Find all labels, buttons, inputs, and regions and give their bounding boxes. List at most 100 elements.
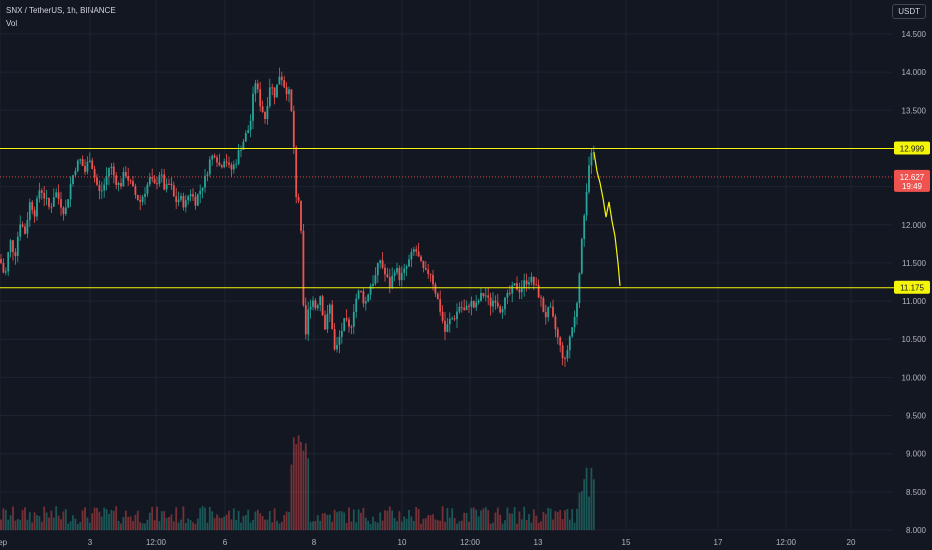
x-tick-label: 12:00 — [460, 538, 481, 547]
volume-bar — [388, 506, 391, 530]
volume-bar — [88, 522, 91, 530]
candle-body — [201, 187, 204, 191]
candle-body — [316, 305, 319, 309]
candle-body — [124, 172, 127, 177]
candle-body — [564, 358, 566, 360]
volume-bar — [312, 521, 314, 530]
volume-bar — [400, 521, 403, 530]
volume-bar — [211, 511, 214, 530]
volume-indicator-label[interactable]: Vol — [6, 19, 18, 28]
volume-bar — [410, 516, 413, 530]
candle-body — [57, 192, 60, 200]
candle-body — [386, 274, 389, 278]
candle-body — [19, 224, 22, 237]
volume-bar — [244, 515, 247, 530]
volume-bar — [441, 506, 444, 530]
candle-body — [52, 197, 55, 207]
volume-bar — [129, 516, 132, 530]
volume-bar — [38, 516, 41, 530]
candle-body — [292, 110, 295, 148]
candle-body — [568, 336, 571, 351]
volume-bar — [189, 520, 192, 530]
candle-body — [333, 329, 336, 350]
candle-body — [451, 318, 454, 320]
candle-body — [516, 283, 518, 290]
candle-body — [295, 147, 298, 198]
volume-bar — [117, 520, 120, 530]
volume-bar — [573, 522, 576, 530]
candle-body — [86, 162, 89, 172]
candle-body — [120, 183, 122, 187]
candle-body — [508, 293, 511, 295]
volume-bar — [544, 513, 547, 530]
volume-bar — [362, 507, 365, 530]
level-price-tag — [894, 141, 930, 155]
volume-bar — [472, 507, 475, 530]
candle-body — [115, 175, 118, 185]
volume-bar — [540, 521, 542, 530]
candle-body — [74, 170, 77, 176]
volume-bar — [520, 519, 523, 530]
candle-body — [26, 220, 29, 234]
volume-bar — [489, 523, 492, 530]
volume-bar — [146, 519, 149, 530]
y-tick-label: 11.500 — [902, 259, 926, 268]
candle-body — [338, 337, 341, 345]
volume-bar — [364, 517, 367, 530]
candle-body — [434, 284, 437, 294]
candle-body — [556, 329, 559, 338]
y-tick-label: 8.000 — [906, 526, 927, 535]
candle-body — [417, 251, 420, 257]
candle-body — [194, 196, 197, 206]
candle-body — [360, 290, 362, 292]
candle-body — [48, 197, 50, 207]
volume-bar — [309, 521, 312, 530]
candle-body — [103, 184, 106, 191]
candle-body — [436, 293, 439, 300]
candle-body — [36, 198, 38, 217]
candle-body — [288, 89, 290, 95]
volume-bar — [242, 515, 245, 530]
volume-bar — [240, 522, 242, 530]
volume-bar — [496, 507, 499, 530]
currency-badge[interactable]: USDT — [892, 4, 926, 19]
projection-drawing[interactable] — [593, 152, 621, 286]
volume-bar — [427, 515, 430, 530]
volume-bar — [333, 509, 336, 530]
candle-body — [350, 326, 353, 328]
candle-body — [554, 316, 557, 330]
y-tick-label: 13.500 — [902, 106, 927, 115]
candle-body — [225, 161, 228, 163]
volume-bar — [345, 522, 348, 530]
volume-bar — [302, 450, 305, 530]
candle-body — [228, 162, 230, 165]
volume-bar — [434, 519, 437, 530]
volume-bar — [360, 512, 362, 530]
volume-bar — [26, 519, 29, 530]
volume-bar — [24, 507, 26, 530]
volume-bar — [290, 464, 293, 530]
candle-body — [549, 306, 552, 308]
candle-body — [472, 301, 475, 308]
candle-body — [141, 196, 144, 202]
volume-bar — [508, 513, 511, 530]
candle-body — [264, 112, 266, 120]
volume-bar — [288, 512, 290, 530]
candle-body — [180, 196, 182, 200]
volume-bar — [451, 508, 454, 530]
volume-bar — [259, 513, 262, 530]
candle-body — [352, 311, 355, 327]
candle-body — [43, 192, 46, 199]
candle-body — [302, 230, 305, 306]
candle-body — [84, 166, 86, 172]
candle-body — [0, 259, 2, 264]
volume-bar — [43, 506, 46, 530]
candle-body — [362, 291, 365, 304]
x-tick-label: 20 — [847, 538, 856, 547]
y-tick-label: 10.500 — [902, 335, 927, 344]
volume-bar — [422, 518, 425, 530]
candle-body — [499, 306, 502, 313]
y-tick-label: 12.000 — [902, 221, 927, 230]
candle-body — [72, 175, 74, 184]
